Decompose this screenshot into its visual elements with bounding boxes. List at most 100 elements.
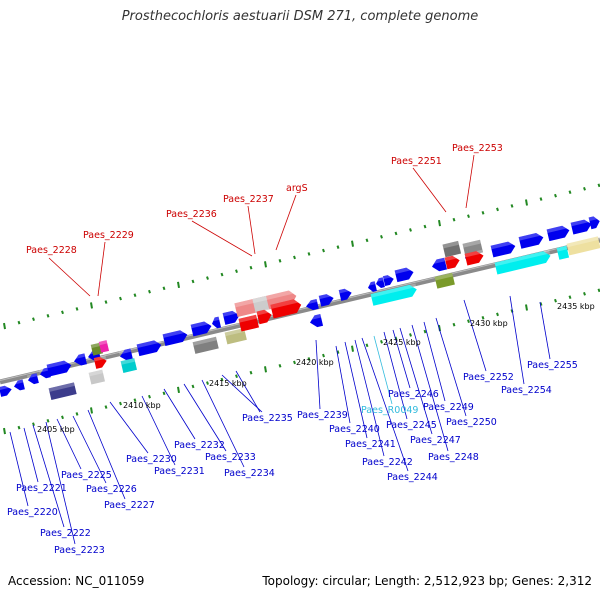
leader-lines bbox=[9, 154, 551, 545]
gene-label[interactable]: argS bbox=[286, 183, 308, 194]
gene-label[interactable]: Paes_2221 bbox=[16, 483, 67, 494]
tick-mark bbox=[539, 197, 543, 201]
gene-shape bbox=[304, 298, 319, 311]
gene-shape bbox=[88, 369, 106, 385]
gene-label[interactable]: Paes_2241 bbox=[345, 439, 396, 450]
tick-mark bbox=[177, 386, 180, 394]
gene-label[interactable]: Paes_2239 bbox=[297, 410, 348, 421]
gene-body bbox=[88, 369, 106, 385]
gene-label[interactable]: Paes_2236 bbox=[166, 209, 217, 220]
leader-line bbox=[97, 241, 106, 297]
gene-label[interactable]: Paes_2233 bbox=[205, 452, 256, 463]
tick-mark bbox=[583, 186, 586, 191]
tick-mark bbox=[191, 384, 195, 389]
tick-mark bbox=[481, 315, 485, 320]
gene-shine bbox=[120, 358, 136, 365]
gene-label[interactable]: Paes_2251 bbox=[391, 156, 442, 167]
gene-label[interactable]: Paes_2252 bbox=[463, 372, 514, 383]
gene-shape bbox=[308, 314, 324, 328]
gene-label[interactable]: Paes_2227 bbox=[104, 500, 155, 511]
tick-mark bbox=[148, 289, 151, 294]
gene-body bbox=[270, 299, 302, 319]
gene-label[interactable]: Paes_2232 bbox=[174, 440, 225, 451]
gene-label[interactable]: Paes_2223 bbox=[54, 545, 105, 556]
gene-body bbox=[252, 295, 270, 313]
rna-label[interactable]: Paes_R0049 bbox=[361, 405, 418, 416]
gene-body bbox=[306, 298, 319, 311]
tick-mark bbox=[568, 190, 572, 195]
gene-label[interactable]: Paes_2222 bbox=[40, 528, 91, 539]
tick-mark bbox=[278, 364, 282, 368]
gene-body bbox=[120, 358, 138, 373]
gene-shape bbox=[570, 218, 592, 235]
gene-label[interactable]: Paes_2255 bbox=[527, 360, 578, 371]
gene-shine bbox=[98, 340, 108, 346]
gene-body bbox=[238, 314, 260, 332]
leader-line bbox=[221, 374, 263, 413]
gene-body bbox=[14, 379, 25, 391]
gene-label[interactable]: Paes_2254 bbox=[501, 385, 552, 396]
gene-shape bbox=[222, 309, 240, 325]
gene-shape bbox=[238, 314, 260, 332]
gene-shine bbox=[370, 283, 417, 298]
leader-line bbox=[56, 418, 82, 470]
tick-mark bbox=[104, 405, 108, 409]
leader-line bbox=[361, 337, 409, 472]
gene-label[interactable]: Paes_2242 bbox=[362, 457, 413, 468]
gene-shine bbox=[270, 297, 301, 309]
gene-label[interactable]: Paes_2247 bbox=[410, 435, 461, 446]
gene-label[interactable]: Paes_2246 bbox=[388, 389, 439, 400]
leader-line bbox=[87, 409, 126, 500]
leader-line bbox=[392, 329, 411, 389]
gene-label[interactable]: Paes_2235 bbox=[242, 413, 293, 424]
upper-labels: Paes_2228 Paes_2229 Paes_2236 Paes_2237 … bbox=[26, 143, 503, 256]
leader-line bbox=[354, 339, 385, 457]
gene-label[interactable]: Paes_2230 bbox=[126, 454, 177, 465]
tick-mark bbox=[264, 261, 267, 268]
tick-mark bbox=[322, 353, 325, 358]
gene-shine bbox=[464, 249, 483, 258]
leader-line bbox=[247, 205, 256, 255]
gene-label[interactable]: Paes_2240 bbox=[329, 424, 380, 435]
gene-label[interactable]: Paes_2249 bbox=[423, 402, 474, 413]
gene-shape bbox=[118, 348, 133, 361]
gene-label[interactable]: Paes_2250 bbox=[446, 417, 497, 428]
gene-body bbox=[74, 353, 87, 366]
tick-mark bbox=[467, 319, 470, 324]
gene-shape bbox=[464, 249, 484, 266]
gene-label[interactable]: Paes_2229 bbox=[83, 230, 134, 241]
gene-label[interactable]: Paes_2228 bbox=[26, 245, 77, 256]
tick-mark bbox=[496, 312, 499, 317]
kbp-labels: 2405 kbp 2410 kbp 2415 kbp 2420 kbp 2425… bbox=[37, 302, 595, 434]
leader-line bbox=[411, 324, 449, 452]
tick-mark bbox=[409, 333, 412, 337]
gene-shape bbox=[442, 240, 462, 258]
gene-shape bbox=[192, 336, 219, 354]
gene-label[interactable]: Paes_2225 bbox=[61, 470, 112, 481]
gene-label[interactable]: Paes_2220 bbox=[7, 507, 58, 518]
tick-mark bbox=[90, 407, 93, 414]
gene-features bbox=[0, 215, 600, 401]
gene-body bbox=[494, 251, 551, 275]
gene-body bbox=[546, 225, 570, 242]
tick-mark bbox=[119, 296, 122, 301]
tick-mark bbox=[90, 302, 93, 309]
gene-shape bbox=[338, 287, 352, 301]
gene-label[interactable]: Paes_2253 bbox=[452, 143, 503, 154]
tick-mark bbox=[278, 259, 282, 263]
gene-label[interactable]: Paes_2237 bbox=[223, 194, 274, 205]
gene-label[interactable]: Paes_2244 bbox=[387, 472, 438, 483]
tick-mark bbox=[307, 252, 311, 256]
gene-shape bbox=[494, 249, 551, 275]
gene-label[interactable]: Paes_2248 bbox=[428, 452, 479, 463]
kbp-label: 2425 kbp bbox=[383, 338, 421, 347]
gene-body bbox=[93, 356, 107, 369]
gene-shine bbox=[444, 254, 460, 262]
gene-body bbox=[368, 281, 377, 292]
tick-mark bbox=[220, 272, 224, 277]
gene-label[interactable]: Paes_2226 bbox=[86, 484, 137, 495]
gene-label[interactable]: Paes_2231 bbox=[154, 466, 205, 477]
gene-label[interactable]: Paes_2234 bbox=[224, 468, 275, 479]
gene-label[interactable]: Paes_2245 bbox=[386, 420, 437, 431]
